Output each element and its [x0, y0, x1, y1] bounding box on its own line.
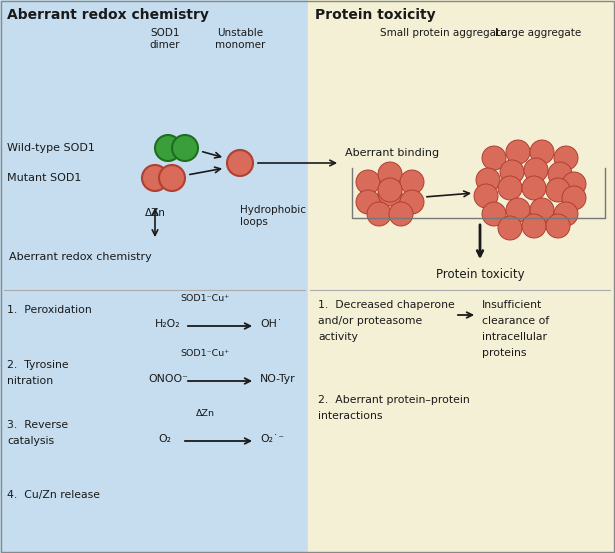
Text: 1.  Peroxidation: 1. Peroxidation [7, 305, 92, 315]
Text: H₂O₂: H₂O₂ [155, 319, 181, 329]
Text: SOD1⁻Cu⁺: SOD1⁻Cu⁺ [180, 294, 229, 303]
Circle shape [530, 198, 554, 222]
Text: SOD1⁻Cu⁺: SOD1⁻Cu⁺ [180, 349, 229, 358]
Text: 2.  Aberrant protein–protein: 2. Aberrant protein–protein [318, 395, 470, 405]
Circle shape [500, 160, 524, 184]
Text: 3.  Reverse: 3. Reverse [7, 420, 68, 430]
Text: Wild-type SOD1: Wild-type SOD1 [7, 143, 95, 153]
Text: 2.  Tyrosine: 2. Tyrosine [7, 360, 69, 370]
Circle shape [522, 176, 546, 200]
Circle shape [400, 170, 424, 194]
Circle shape [506, 140, 530, 164]
Text: OH˙: OH˙ [260, 319, 282, 329]
Circle shape [482, 202, 506, 226]
Circle shape [400, 190, 424, 214]
Text: intracellular: intracellular [482, 332, 547, 342]
Text: ΔZn: ΔZn [145, 208, 165, 218]
Text: 4.  Cu/Zn release: 4. Cu/Zn release [7, 490, 100, 500]
Text: Aberrant redox chemistry: Aberrant redox chemistry [7, 8, 209, 22]
Circle shape [356, 170, 380, 194]
Bar [0, 0, 308, 553]
Text: 1.  Decreased chaperone: 1. Decreased chaperone [318, 300, 454, 310]
Circle shape [522, 214, 546, 238]
Text: ONOO⁻: ONOO⁻ [148, 374, 188, 384]
Text: nitration: nitration [7, 376, 53, 386]
Circle shape [554, 146, 578, 170]
Circle shape [155, 135, 181, 161]
Text: Protein toxicity: Protein toxicity [435, 268, 525, 281]
Text: and/or proteasome: and/or proteasome [318, 316, 423, 326]
Circle shape [389, 202, 413, 226]
Text: activity: activity [318, 332, 358, 342]
Text: Large aggregate: Large aggregate [495, 28, 581, 38]
Text: proteins: proteins [482, 348, 526, 358]
Text: Unstable
monomer: Unstable monomer [215, 28, 265, 50]
Circle shape [378, 178, 402, 202]
Text: Mutant SOD1: Mutant SOD1 [7, 173, 81, 183]
Text: ΔZn: ΔZn [196, 409, 215, 418]
Circle shape [378, 162, 402, 186]
Circle shape [498, 216, 522, 240]
Circle shape [498, 176, 522, 200]
Bar [308, 0, 615, 553]
Text: Small protein aggregate: Small protein aggregate [380, 28, 507, 38]
Text: O₂: O₂ [158, 434, 171, 444]
Text: catalysis: catalysis [7, 436, 54, 446]
Circle shape [172, 135, 198, 161]
Text: interactions: interactions [318, 411, 383, 421]
Text: SOD1
dimer: SOD1 dimer [149, 28, 180, 50]
Text: O₂˙⁻: O₂˙⁻ [260, 434, 284, 444]
Text: Protein toxicity: Protein toxicity [315, 8, 435, 22]
Circle shape [562, 172, 586, 196]
Circle shape [546, 214, 570, 238]
Circle shape [159, 165, 185, 191]
Text: Insufficient: Insufficient [482, 300, 542, 310]
Circle shape [227, 150, 253, 176]
Circle shape [482, 146, 506, 170]
Circle shape [142, 165, 168, 191]
Text: NO-Tyr: NO-Tyr [260, 374, 296, 384]
Circle shape [506, 198, 530, 222]
Circle shape [378, 182, 402, 206]
Circle shape [546, 178, 570, 202]
Circle shape [524, 158, 548, 182]
Text: Aberrant binding: Aberrant binding [345, 148, 439, 158]
Text: Aberrant redox chemistry: Aberrant redox chemistry [9, 252, 151, 262]
Text: Hydrophobic
loops: Hydrophobic loops [240, 205, 306, 227]
Circle shape [548, 162, 572, 186]
Circle shape [367, 202, 391, 226]
Circle shape [476, 168, 500, 192]
Circle shape [530, 140, 554, 164]
Text: clearance of: clearance of [482, 316, 549, 326]
Circle shape [474, 184, 498, 208]
Circle shape [554, 202, 578, 226]
Circle shape [356, 190, 380, 214]
Circle shape [562, 186, 586, 210]
